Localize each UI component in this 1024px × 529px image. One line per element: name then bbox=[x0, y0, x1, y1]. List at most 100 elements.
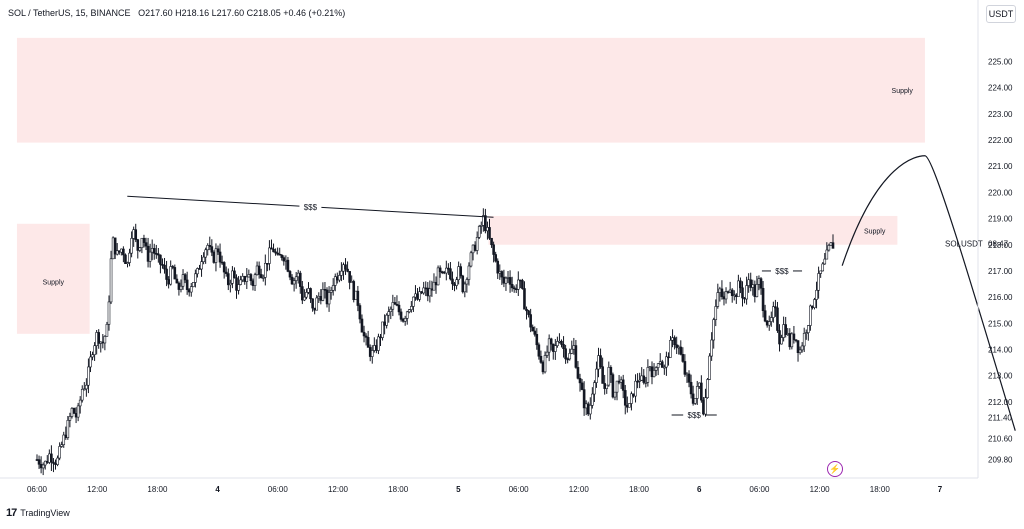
candle-body-121 bbox=[284, 259, 288, 262]
candle-body-355 bbox=[765, 320, 769, 326]
candle-body-226 bbox=[500, 271, 504, 278]
candle-body-362 bbox=[780, 337, 783, 345]
candle-body-151 bbox=[346, 268, 349, 272]
candle-body-74 bbox=[187, 289, 191, 293]
time-tick-label-8: 06:00 bbox=[509, 485, 530, 494]
candle-body-191 bbox=[428, 288, 432, 297]
candle-body-272 bbox=[595, 368, 598, 383]
candle-body-261 bbox=[572, 345, 576, 350]
liquidity-line-1-right bbox=[321, 206, 494, 218]
candle-body-370 bbox=[796, 340, 800, 353]
candle-body-349 bbox=[753, 284, 757, 297]
candle-body-43 bbox=[124, 254, 127, 264]
candle-body-221 bbox=[490, 237, 493, 246]
candle-body-318 bbox=[689, 381, 693, 395]
candle-body-65 bbox=[169, 266, 172, 285]
candle-body-49 bbox=[136, 239, 140, 251]
candle-body-350 bbox=[755, 284, 759, 297]
candle-body-108 bbox=[257, 265, 261, 275]
candle-body-67 bbox=[173, 267, 177, 280]
candle-body-16 bbox=[68, 416, 72, 421]
candle-body-179 bbox=[403, 318, 407, 322]
candle-body-297 bbox=[646, 367, 650, 383]
candle-body-174 bbox=[393, 302, 397, 305]
candle-body-117 bbox=[276, 252, 279, 255]
candle-body-114 bbox=[270, 247, 273, 250]
candle-body-232 bbox=[512, 287, 516, 290]
candle-body-0 bbox=[35, 459, 39, 461]
candle-body-84 bbox=[208, 245, 212, 247]
lightning-icon[interactable]: ⚡ bbox=[827, 461, 843, 477]
candle-body-317 bbox=[687, 373, 691, 383]
candle-body-207 bbox=[461, 275, 465, 293]
candle-body-99 bbox=[239, 279, 242, 285]
candle-body-48 bbox=[134, 229, 138, 240]
candle-body-330 bbox=[714, 306, 718, 320]
candle-body-306 bbox=[665, 356, 668, 368]
candle-body-187 bbox=[420, 291, 423, 294]
candle-body-105 bbox=[251, 280, 255, 286]
tradingview-brand[interactable]: 17 TradingView bbox=[6, 507, 70, 519]
candle-body-17 bbox=[70, 408, 74, 417]
candle-body-31 bbox=[99, 341, 103, 344]
candle-body-359 bbox=[774, 306, 777, 309]
candle-body-92 bbox=[224, 271, 228, 274]
candle-body-231 bbox=[510, 284, 514, 289]
candle-body-250 bbox=[549, 338, 553, 345]
candle-body-309 bbox=[671, 337, 674, 341]
currency-button[interactable]: USDT bbox=[986, 5, 1016, 23]
candle-body-379 bbox=[815, 289, 818, 300]
candle-body-273 bbox=[597, 355, 600, 370]
candle-body-100 bbox=[241, 276, 244, 281]
candle-body-20 bbox=[76, 405, 80, 418]
candle-body-73 bbox=[185, 279, 189, 290]
candle-body-56 bbox=[150, 248, 154, 253]
candle-body-81 bbox=[202, 256, 205, 262]
candle-body-327 bbox=[708, 355, 711, 380]
candle-body-168 bbox=[381, 321, 384, 338]
candle-body-316 bbox=[685, 373, 689, 376]
candle-body-59 bbox=[157, 253, 160, 256]
candle-body-36 bbox=[109, 258, 113, 303]
candle-body-134 bbox=[311, 298, 314, 309]
candle-body-53 bbox=[144, 242, 148, 247]
candle-body-299 bbox=[650, 366, 654, 378]
candle-body-255 bbox=[560, 340, 563, 345]
candle-body-198 bbox=[442, 271, 446, 274]
candle-body-139 bbox=[321, 289, 325, 301]
candle-body-190 bbox=[426, 287, 430, 297]
candle-body-113 bbox=[268, 247, 271, 264]
candle-body-157 bbox=[358, 305, 362, 320]
candle-body-348 bbox=[751, 284, 755, 288]
candle-body-301 bbox=[654, 367, 658, 371]
candle-body-319 bbox=[691, 393, 695, 404]
candle-body-39 bbox=[115, 250, 119, 255]
candle-body-119 bbox=[280, 254, 284, 258]
candle-body-91 bbox=[222, 262, 226, 273]
candle-body-33 bbox=[103, 336, 107, 344]
candle-body-333 bbox=[720, 288, 724, 297]
candle-body-334 bbox=[722, 296, 726, 300]
candle-body-29 bbox=[95, 332, 98, 347]
candle-body-265 bbox=[580, 382, 584, 390]
symbol-price-label: SOLUSDT bbox=[945, 239, 983, 248]
candle-body-253 bbox=[556, 341, 559, 347]
candle-body-303 bbox=[658, 361, 662, 364]
candle-body-220 bbox=[488, 227, 491, 239]
candle-body-331 bbox=[716, 292, 720, 307]
candle-body-61 bbox=[161, 264, 164, 266]
projection-path bbox=[841, 155, 1016, 431]
candle-body-277 bbox=[605, 384, 609, 389]
candle-body-304 bbox=[660, 361, 664, 368]
candle-body-171 bbox=[387, 311, 391, 316]
time-tick-label-1: 12:00 bbox=[87, 485, 108, 494]
candle-body-266 bbox=[582, 389, 586, 409]
time-tick-label-6: 18:00 bbox=[388, 485, 409, 494]
annotation-lines bbox=[127, 195, 803, 416]
candle-body-276 bbox=[603, 383, 606, 389]
candle-body-129 bbox=[301, 286, 304, 301]
liquidity-label-2: $$$ bbox=[688, 411, 702, 420]
candle-body-254 bbox=[558, 340, 561, 343]
